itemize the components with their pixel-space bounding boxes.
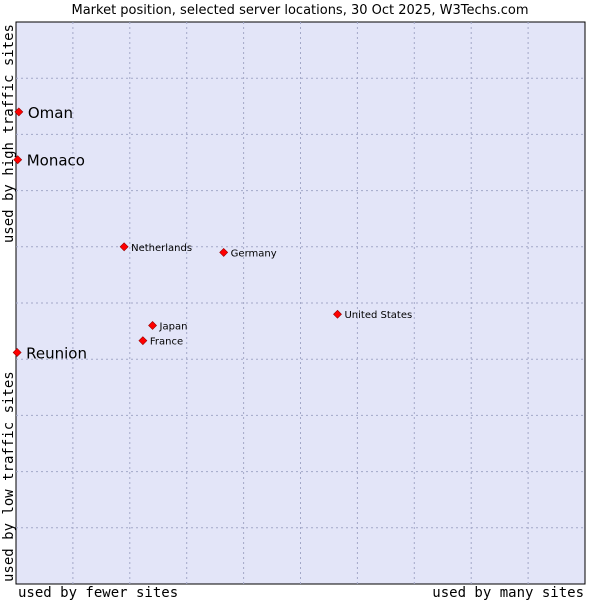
data-point-germany — [219, 247, 229, 257]
data-label-japan: Japan — [159, 321, 188, 332]
data-label-germany: Germany — [231, 248, 277, 259]
x-axis-label-left: used by fewer sites — [18, 585, 178, 600]
data-label-united-states: United States — [344, 310, 412, 321]
x-axis-label-right: used by many sites — [432, 585, 584, 600]
data-point-france — [138, 336, 148, 346]
data-point-reunion — [12, 348, 22, 357]
data-point-netherlands — [119, 242, 129, 252]
points-layer: Oman Monaco Netherlands Germany United State… — [12, 104, 412, 362]
data-label-reunion: Reunion — [26, 344, 87, 362]
data-label-oman: Oman — [28, 104, 73, 122]
data-point-united-states — [333, 309, 342, 319]
data-label-netherlands: Netherlands — [131, 243, 192, 254]
y-axis-label-bottom: used by low traffic sites — [1, 371, 17, 582]
chart-title: Market position, selected server locatio… — [71, 3, 528, 18]
y-axis-label-top: used by high traffic sites — [1, 24, 17, 243]
data-point-monaco — [13, 155, 23, 165]
data-label-monaco: Monaco — [27, 152, 85, 170]
data-point-oman — [14, 107, 24, 117]
grid-lines — [16, 22, 585, 584]
data-label-france: France — [150, 337, 183, 348]
data-point-japan — [148, 321, 157, 330]
